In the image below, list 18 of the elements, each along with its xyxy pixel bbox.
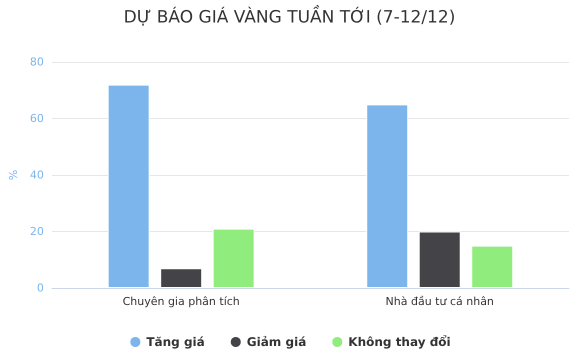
legend-label: Không thay đổi: [348, 335, 451, 349]
x-tick-label: Chuyên gia phân tích: [122, 295, 240, 308]
x-tick-label: Nhà đầu tư cá nhân: [386, 295, 494, 308]
bar: [418, 232, 461, 288]
bar: [108, 84, 150, 288]
legend-label: Tăng giá: [146, 335, 205, 349]
chart-title: DỰ BÁO GIÁ VÀNG TUẦN TỚI (7-12/12): [124, 4, 456, 28]
y-tick-label: 60: [30, 112, 44, 125]
bar: [212, 228, 255, 288]
y-tick-label: 80: [30, 56, 44, 68]
y-axis-title: %: [7, 170, 20, 180]
bar: [160, 268, 202, 288]
legend-label: Giảm giá: [246, 335, 306, 349]
y-tick-label: 20: [30, 225, 44, 238]
y-tick-label: 0: [36, 282, 44, 294]
y-tick-label: 40: [30, 168, 44, 182]
bar: [366, 104, 408, 288]
bar: [471, 246, 514, 288]
